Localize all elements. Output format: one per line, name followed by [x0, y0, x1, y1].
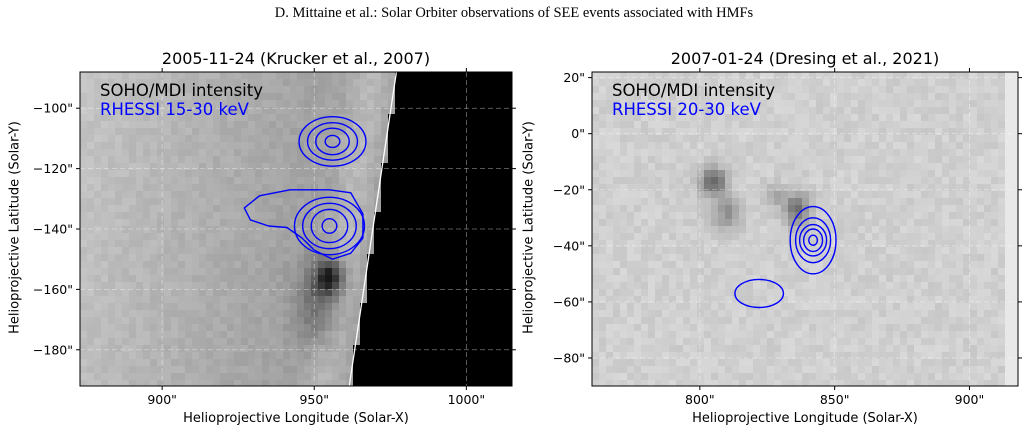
rhessi-contour — [298, 115, 367, 167]
rhessi-contour — [321, 218, 338, 234]
right-solar-map: 800" 850" 900" 20" 0" −20" −40" −60" −80" SOHO/MD… — [553, 68, 1022, 407]
x-tick-label: 850" — [820, 392, 850, 407]
left-solar-map: 900" 950" 1000" −100" −120" −140" −160" −180" SO… — [33, 68, 516, 407]
rhessi-contour-outer — [243, 189, 364, 260]
y-tick-label: −80" — [553, 350, 585, 365]
intensity-image — [592, 72, 1018, 386]
left-panel-title: 2005-11-24 (Krucker et al., 2007) — [161, 49, 431, 68]
y-tick-label: −140" — [33, 222, 73, 237]
y-tick-label: −100" — [33, 101, 73, 116]
legend-mdi-label: SOHO/MDI intensity — [612, 81, 775, 100]
left-x-axis-label: Helioprojective Longitude (Solar-X) — [183, 411, 409, 426]
plot-area — [80, 72, 512, 386]
right-panel-title: 2007-01-24 (Dresing et al., 2021) — [670, 49, 940, 68]
rhessi-contour — [802, 228, 824, 253]
plot-area — [592, 72, 1018, 386]
y-tick-label: −120" — [33, 161, 73, 176]
rhessi-contour — [310, 208, 349, 244]
x-tick-label: 1000" — [448, 392, 486, 407]
y-tick-label: −20" — [553, 182, 585, 197]
x-tick-label: 900" — [147, 392, 177, 407]
rhessi-contour — [734, 278, 785, 309]
right-y-axis-label: Helioprojective Latitude (Solar-Y) — [521, 121, 537, 334]
rhessi-contour — [293, 196, 366, 256]
left-y-axis-label: Helioprojective Latitude (Solar-Y) — [7, 121, 23, 334]
rhessi-contour — [306, 122, 359, 161]
rhessi-contour — [315, 127, 350, 156]
legend-rhessi-label: RHESSI 20-30 keV — [612, 100, 762, 119]
rhessi-contour — [794, 217, 832, 264]
intensity-image — [80, 72, 512, 386]
rhessi-contour — [324, 134, 341, 149]
legend-mdi-label: SOHO/MDI intensity — [100, 81, 263, 100]
x-tick-label: 950" — [299, 392, 329, 407]
y-tick-label: 20" — [563, 70, 585, 85]
y-tick-label: −160" — [33, 282, 73, 297]
x-tick-label: 800" — [685, 392, 715, 407]
x-tick-label: 900" — [955, 392, 985, 407]
plot-frame — [591, 71, 1019, 387]
y-tick-label: −60" — [553, 294, 585, 309]
right-x-axis-label: Helioprojective Longitude (Solar-X) — [692, 411, 918, 426]
y-tick-label: −180" — [33, 342, 73, 357]
y-tick-label: −40" — [553, 238, 585, 253]
rhessi-contour — [789, 205, 837, 275]
rhessi-contour — [301, 202, 357, 250]
rhessi-contour — [798, 223, 828, 257]
legend-rhessi-label: RHESSI 15-30 keV — [100, 100, 250, 119]
y-tick-label: 0" — [571, 126, 585, 141]
solar-limb-line — [348, 72, 398, 386]
rhessi-contour — [808, 234, 819, 246]
running-header: D. Mittaine et al.: Solar Orbiter observ… — [274, 5, 754, 21]
